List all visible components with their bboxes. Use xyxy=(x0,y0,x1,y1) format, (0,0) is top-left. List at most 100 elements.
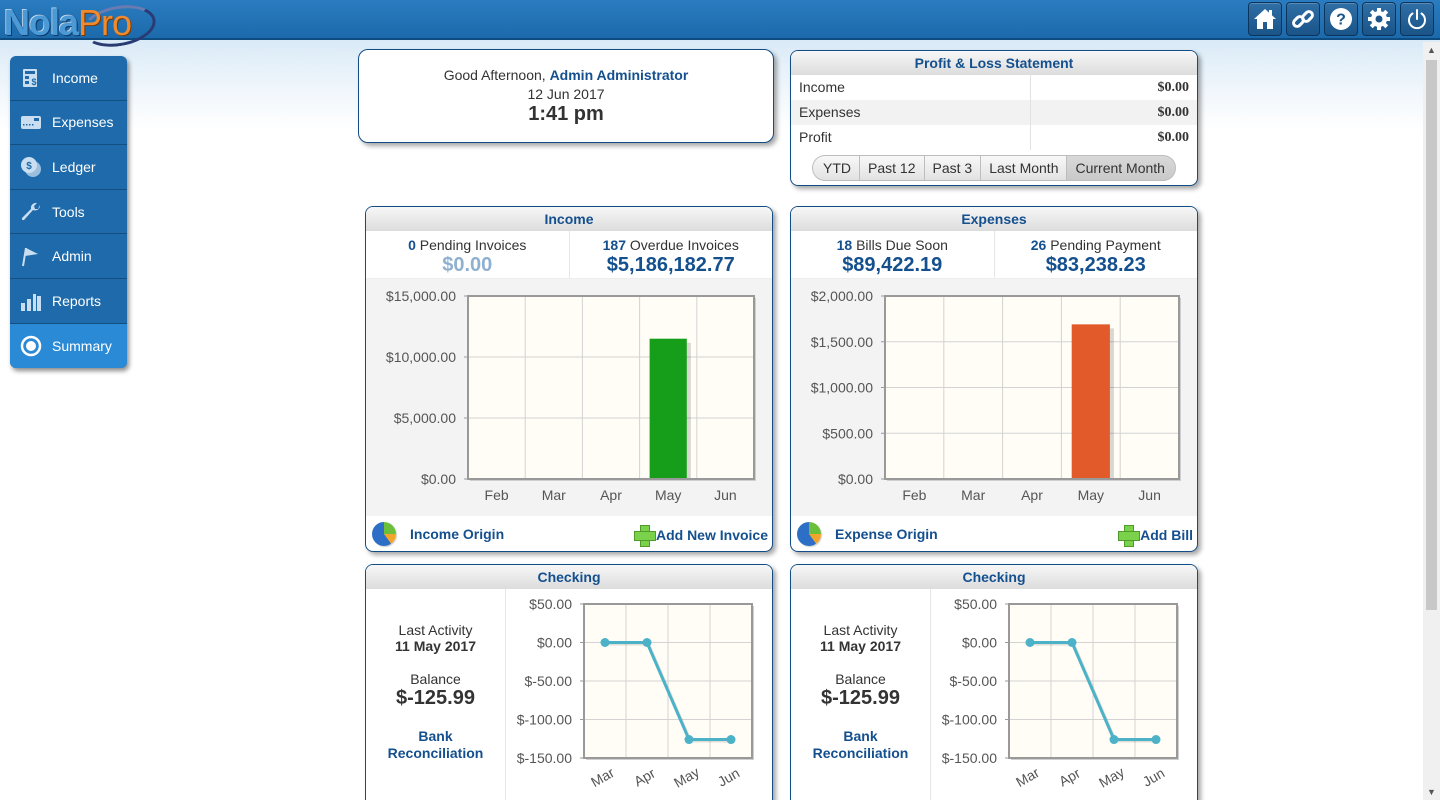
greeting-date: 12 Jun 2017 xyxy=(527,86,605,102)
x-tick-label: May xyxy=(1096,764,1127,791)
scrollbar-thumb[interactable] xyxy=(1426,60,1437,610)
x-tick-label: Feb xyxy=(485,487,509,503)
sidebar-item-label: Income xyxy=(52,69,98,86)
income-bar-chart: $0.00 $5,000.00 $10,000.00 $15,000.00 Feb Mar… xyxy=(386,288,756,503)
x-tick-label: May xyxy=(671,764,702,791)
greeting-panel: Good Afternoon, Admin Administrator 12 J… xyxy=(358,49,774,143)
sidebar-item-ledger[interactable]: $ Ledger xyxy=(10,145,127,190)
stat-label: Bills Due Soon xyxy=(856,237,948,253)
period-past-3-button[interactable]: Past 3 xyxy=(923,155,981,181)
period-past-12-button[interactable]: Past 12 xyxy=(859,155,924,181)
data-point xyxy=(684,735,694,745)
x-tick-label: Jun xyxy=(715,765,743,790)
y-tick-label: $10,000.00 xyxy=(386,349,456,365)
y-tick-label: $-150.00 xyxy=(942,750,997,766)
table-row: Income $0.00 xyxy=(791,75,1197,100)
expenses-stats: 18 Bills Due Soon $89,422.19 26 Pending … xyxy=(791,231,1197,279)
income-origin-label: Income Origin xyxy=(410,526,505,542)
y-tick-label: $-50.00 xyxy=(950,673,998,689)
add-new-invoice-link[interactable]: Add New Invoice xyxy=(633,524,768,547)
expenses-footer: Expense Origin Add Bill xyxy=(791,516,1197,551)
sidebar-item-income[interactable]: $ Income xyxy=(10,56,127,101)
pie-chart-icon xyxy=(797,522,821,546)
logo-text-secondary: Pro xyxy=(78,2,132,43)
expenses-panel: Expenses 18 Bills Due Soon $89,422.19 26… xyxy=(790,206,1198,552)
income-panel: Income 0 Pending Invoices $0.00 187 Over… xyxy=(365,206,773,552)
link-line-1: Bank xyxy=(418,728,453,744)
x-tick-label: May xyxy=(1078,487,1104,503)
plus-icon xyxy=(633,524,656,547)
radio-icon xyxy=(20,335,42,357)
period-ytd-button[interactable]: YTD xyxy=(812,155,860,181)
y-tick-label: $2,000.00 xyxy=(811,288,873,304)
balance-value: $-125.99 xyxy=(821,687,900,709)
data-point xyxy=(642,638,652,647)
row-label: Profit xyxy=(791,125,1031,150)
checking-panel: Checking Last Activity 11 May 2017 Balan… xyxy=(790,564,1198,800)
row-label: Expenses xyxy=(791,100,1031,125)
sidebar-item-expenses[interactable]: Expenses xyxy=(10,101,127,146)
row-value: $0.00 xyxy=(1157,105,1190,120)
nolapro-logo[interactable]: Nola Pro xyxy=(4,0,159,53)
bar xyxy=(649,338,687,479)
stat-count: 187 xyxy=(602,237,626,253)
scroll-down-icon[interactable]: ▼ xyxy=(1427,787,1436,797)
pending-invoices-stat[interactable]: 0 Pending Invoices $0.00 xyxy=(366,231,569,278)
table-row: Profit $0.00 xyxy=(791,125,1197,150)
checking-line-chart: $-150.00 $-100.00 $-50.00 $0.00 $50.00 Mar Apr… xyxy=(942,596,1179,791)
expense-origin-label: Expense Origin xyxy=(835,526,938,542)
last-activity-date: 11 May 2017 xyxy=(820,638,901,654)
stat-count: 0 xyxy=(408,237,416,253)
income-footer: Income Origin Add New Invoice xyxy=(366,516,772,551)
expense-origin-link[interactable]: Expense Origin xyxy=(797,522,938,546)
links-button[interactable] xyxy=(1286,2,1320,36)
help-button[interactable]: ? xyxy=(1324,2,1358,36)
sidebar-item-summary[interactable]: Summary xyxy=(10,323,127,369)
greeting-line: Good Afternoon, Admin Administrator xyxy=(359,67,773,83)
settings-button[interactable] xyxy=(1362,2,1396,36)
logout-button[interactable] xyxy=(1400,2,1434,36)
vertical-scrollbar[interactable]: ▲ ▼ xyxy=(1423,42,1440,800)
period-last-month-button[interactable]: Last Month xyxy=(980,155,1067,181)
add-bill-label: Add Bill xyxy=(1140,527,1193,543)
sidebar-item-label: Reports xyxy=(52,292,102,309)
expense-chart-area: $0.00 $500.00 $1,000.00 $1,500.00 $2,000.00 F… xyxy=(791,279,1197,516)
bank-reconciliation-link[interactable]: Bank Reconciliation xyxy=(791,728,930,762)
data-point xyxy=(726,735,736,745)
bills-due-soon-stat[interactable]: 18 Bills Due Soon $89,422.19 xyxy=(791,231,994,278)
checking-chart-area: $-150.00 $-100.00 $-50.00 $0.00 $50.00 Mar Apr… xyxy=(506,589,772,800)
checking-chart-area: $-150.00 $-100.00 $-50.00 $0.00 $50.00 Mar Apr… xyxy=(931,589,1197,800)
stat-amount: $5,186,182.77 xyxy=(606,254,735,276)
sidebar-item-tools[interactable]: Tools xyxy=(10,190,127,235)
plot-border xyxy=(884,295,1180,480)
series-line xyxy=(605,641,731,742)
sidebar-item-admin[interactable]: Admin xyxy=(10,234,127,279)
y-tick-label: $50.00 xyxy=(954,596,997,612)
home-button[interactable] xyxy=(1248,2,1282,36)
x-tick-label: Mar xyxy=(961,487,985,503)
credit-card-icon xyxy=(20,111,42,133)
stat-label: Overdue Invoices xyxy=(629,237,739,253)
greeting-salutation: Good Afternoon, xyxy=(443,67,546,83)
last-activity-label: Last Activity xyxy=(398,622,473,638)
plot-background xyxy=(468,296,754,479)
data-point xyxy=(600,638,610,647)
overdue-invoices-stat[interactable]: 187 Overdue Invoices $5,186,182.77 xyxy=(568,231,773,278)
y-tick-label: $1,500.00 xyxy=(811,334,873,350)
sidebar-item-reports[interactable]: Reports xyxy=(10,279,127,324)
add-bill-link[interactable]: Add Bill xyxy=(1117,524,1193,547)
last-activity-date: 11 May 2017 xyxy=(395,638,476,654)
scroll-up-icon[interactable]: ▲ xyxy=(1427,45,1436,55)
row-value: $0.00 xyxy=(1157,130,1190,145)
period-current-month-button[interactable]: Current Month xyxy=(1066,155,1176,181)
bank-reconciliation-link[interactable]: Bank Reconciliation xyxy=(366,728,505,762)
stat-amount: $83,238.23 xyxy=(1045,254,1146,276)
sidebar-item-label: Tools xyxy=(52,203,85,220)
income-origin-link[interactable]: Income Origin xyxy=(372,522,504,546)
greeting-user-name[interactable]: Admin Administrator xyxy=(549,67,689,83)
balance-label: Balance xyxy=(410,671,461,687)
expenses-title: Expenses xyxy=(791,207,1197,231)
pending-payment-stat[interactable]: 26 Pending Payment $83,238.23 xyxy=(993,231,1198,278)
home-icon xyxy=(1254,9,1276,29)
last-activity-label: Last Activity xyxy=(823,622,898,638)
